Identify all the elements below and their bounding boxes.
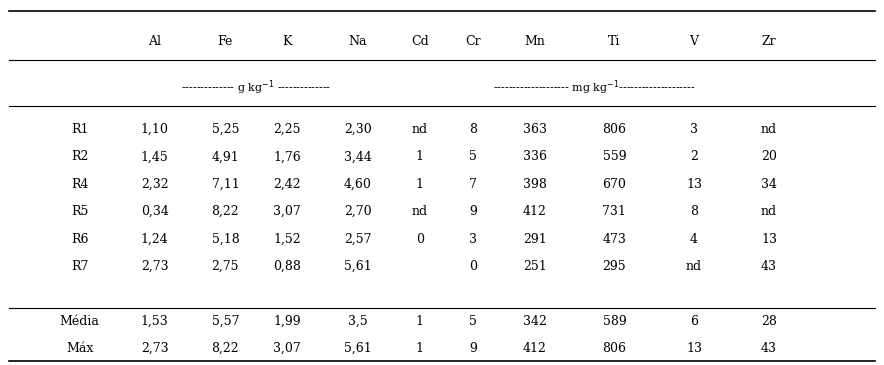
Text: K: K [283, 35, 292, 49]
Text: 4,91: 4,91 [211, 150, 240, 164]
Text: 1,53: 1,53 [141, 315, 169, 328]
Text: V: V [690, 35, 698, 49]
Text: Al: Al [149, 35, 161, 49]
Text: 2: 2 [690, 150, 697, 164]
Text: R6: R6 [71, 233, 88, 246]
Text: 363: 363 [522, 123, 547, 136]
Text: R5: R5 [71, 205, 88, 218]
Text: 0,34: 0,34 [141, 205, 169, 218]
Text: 7,11: 7,11 [211, 178, 240, 191]
Text: 4,60: 4,60 [344, 178, 372, 191]
Text: 5,18: 5,18 [211, 233, 240, 246]
Text: 2,73: 2,73 [141, 342, 169, 355]
Text: 1: 1 [415, 178, 424, 191]
Text: 5: 5 [469, 315, 476, 328]
Text: 0,88: 0,88 [273, 260, 301, 273]
Text: 8,22: 8,22 [211, 342, 240, 355]
Text: Zr: Zr [762, 35, 776, 49]
Text: 251: 251 [523, 260, 546, 273]
Text: 398: 398 [522, 178, 547, 191]
Text: 28: 28 [761, 315, 777, 328]
Text: nd: nd [761, 123, 777, 136]
Text: 13: 13 [686, 342, 702, 355]
Text: 5,57: 5,57 [211, 315, 240, 328]
Text: 589: 589 [603, 315, 626, 328]
Text: 8: 8 [690, 205, 698, 218]
Text: 2,42: 2,42 [273, 178, 301, 191]
Text: 2,75: 2,75 [211, 260, 240, 273]
Text: 0: 0 [469, 260, 477, 273]
Text: 1,99: 1,99 [273, 315, 301, 328]
Text: 13: 13 [761, 233, 777, 246]
Text: 5,61: 5,61 [344, 342, 372, 355]
Text: 1: 1 [415, 150, 424, 164]
Text: -------------------- mg kg$^{-1}$--------------------: -------------------- mg kg$^{-1}$-------… [493, 78, 696, 97]
Text: 3,44: 3,44 [344, 150, 372, 164]
Text: nd: nd [412, 205, 428, 218]
Text: R7: R7 [71, 260, 88, 273]
Text: R2: R2 [71, 150, 88, 164]
Text: 9: 9 [469, 342, 476, 355]
Text: 7: 7 [469, 178, 476, 191]
Text: 670: 670 [602, 178, 627, 191]
Text: 1,52: 1,52 [273, 233, 301, 246]
Text: 806: 806 [602, 342, 627, 355]
Text: 806: 806 [602, 123, 627, 136]
Text: -------------- g kg$^{-1}$ --------------: -------------- g kg$^{-1}$ -------------… [181, 78, 332, 97]
Text: 1,45: 1,45 [141, 150, 169, 164]
Text: Ti: Ti [608, 35, 621, 49]
Text: Mn: Mn [524, 35, 545, 49]
Text: 5: 5 [469, 150, 476, 164]
Text: 2,30: 2,30 [344, 123, 372, 136]
Text: nd: nd [686, 260, 702, 273]
Text: 342: 342 [522, 315, 547, 328]
Text: Cd: Cd [411, 35, 429, 49]
Text: 3: 3 [469, 233, 477, 246]
Text: 412: 412 [522, 205, 547, 218]
Text: 34: 34 [761, 178, 777, 191]
Text: 3: 3 [690, 123, 698, 136]
Text: 3,07: 3,07 [273, 205, 301, 218]
Text: 5,61: 5,61 [344, 260, 372, 273]
Text: 473: 473 [602, 233, 627, 246]
Text: 20: 20 [761, 150, 777, 164]
Text: 2,70: 2,70 [344, 205, 372, 218]
Text: 3,07: 3,07 [273, 342, 301, 355]
Text: 13: 13 [686, 178, 702, 191]
Text: 336: 336 [522, 150, 547, 164]
Text: R1: R1 [71, 123, 88, 136]
Text: 1,76: 1,76 [273, 150, 301, 164]
Text: Média: Média [59, 315, 100, 328]
Text: Fe: Fe [217, 35, 233, 49]
Text: 0: 0 [415, 233, 424, 246]
Text: 9: 9 [469, 205, 476, 218]
Text: 731: 731 [602, 205, 627, 218]
Text: 2,32: 2,32 [141, 178, 169, 191]
Text: Cr: Cr [465, 35, 481, 49]
Text: 1,24: 1,24 [141, 233, 169, 246]
Text: 4: 4 [690, 233, 698, 246]
Text: nd: nd [761, 205, 777, 218]
Text: 43: 43 [761, 260, 777, 273]
Text: 2,73: 2,73 [141, 260, 169, 273]
Text: Máx: Máx [66, 342, 93, 355]
Text: 8: 8 [469, 123, 477, 136]
Text: 559: 559 [603, 150, 626, 164]
Text: 2,57: 2,57 [344, 233, 372, 246]
Text: R4: R4 [71, 178, 88, 191]
Text: nd: nd [412, 123, 428, 136]
Text: 43: 43 [761, 342, 777, 355]
Text: 5,25: 5,25 [211, 123, 240, 136]
Text: 1,10: 1,10 [141, 123, 169, 136]
Text: 8,22: 8,22 [211, 205, 240, 218]
Text: 291: 291 [523, 233, 546, 246]
Text: 295: 295 [603, 260, 626, 273]
Text: 3,5: 3,5 [348, 315, 368, 328]
Text: 2,25: 2,25 [273, 123, 301, 136]
Text: 6: 6 [690, 315, 698, 328]
Text: 1: 1 [415, 342, 424, 355]
Text: 1: 1 [415, 315, 424, 328]
Text: 412: 412 [522, 342, 547, 355]
Text: Na: Na [349, 35, 367, 49]
